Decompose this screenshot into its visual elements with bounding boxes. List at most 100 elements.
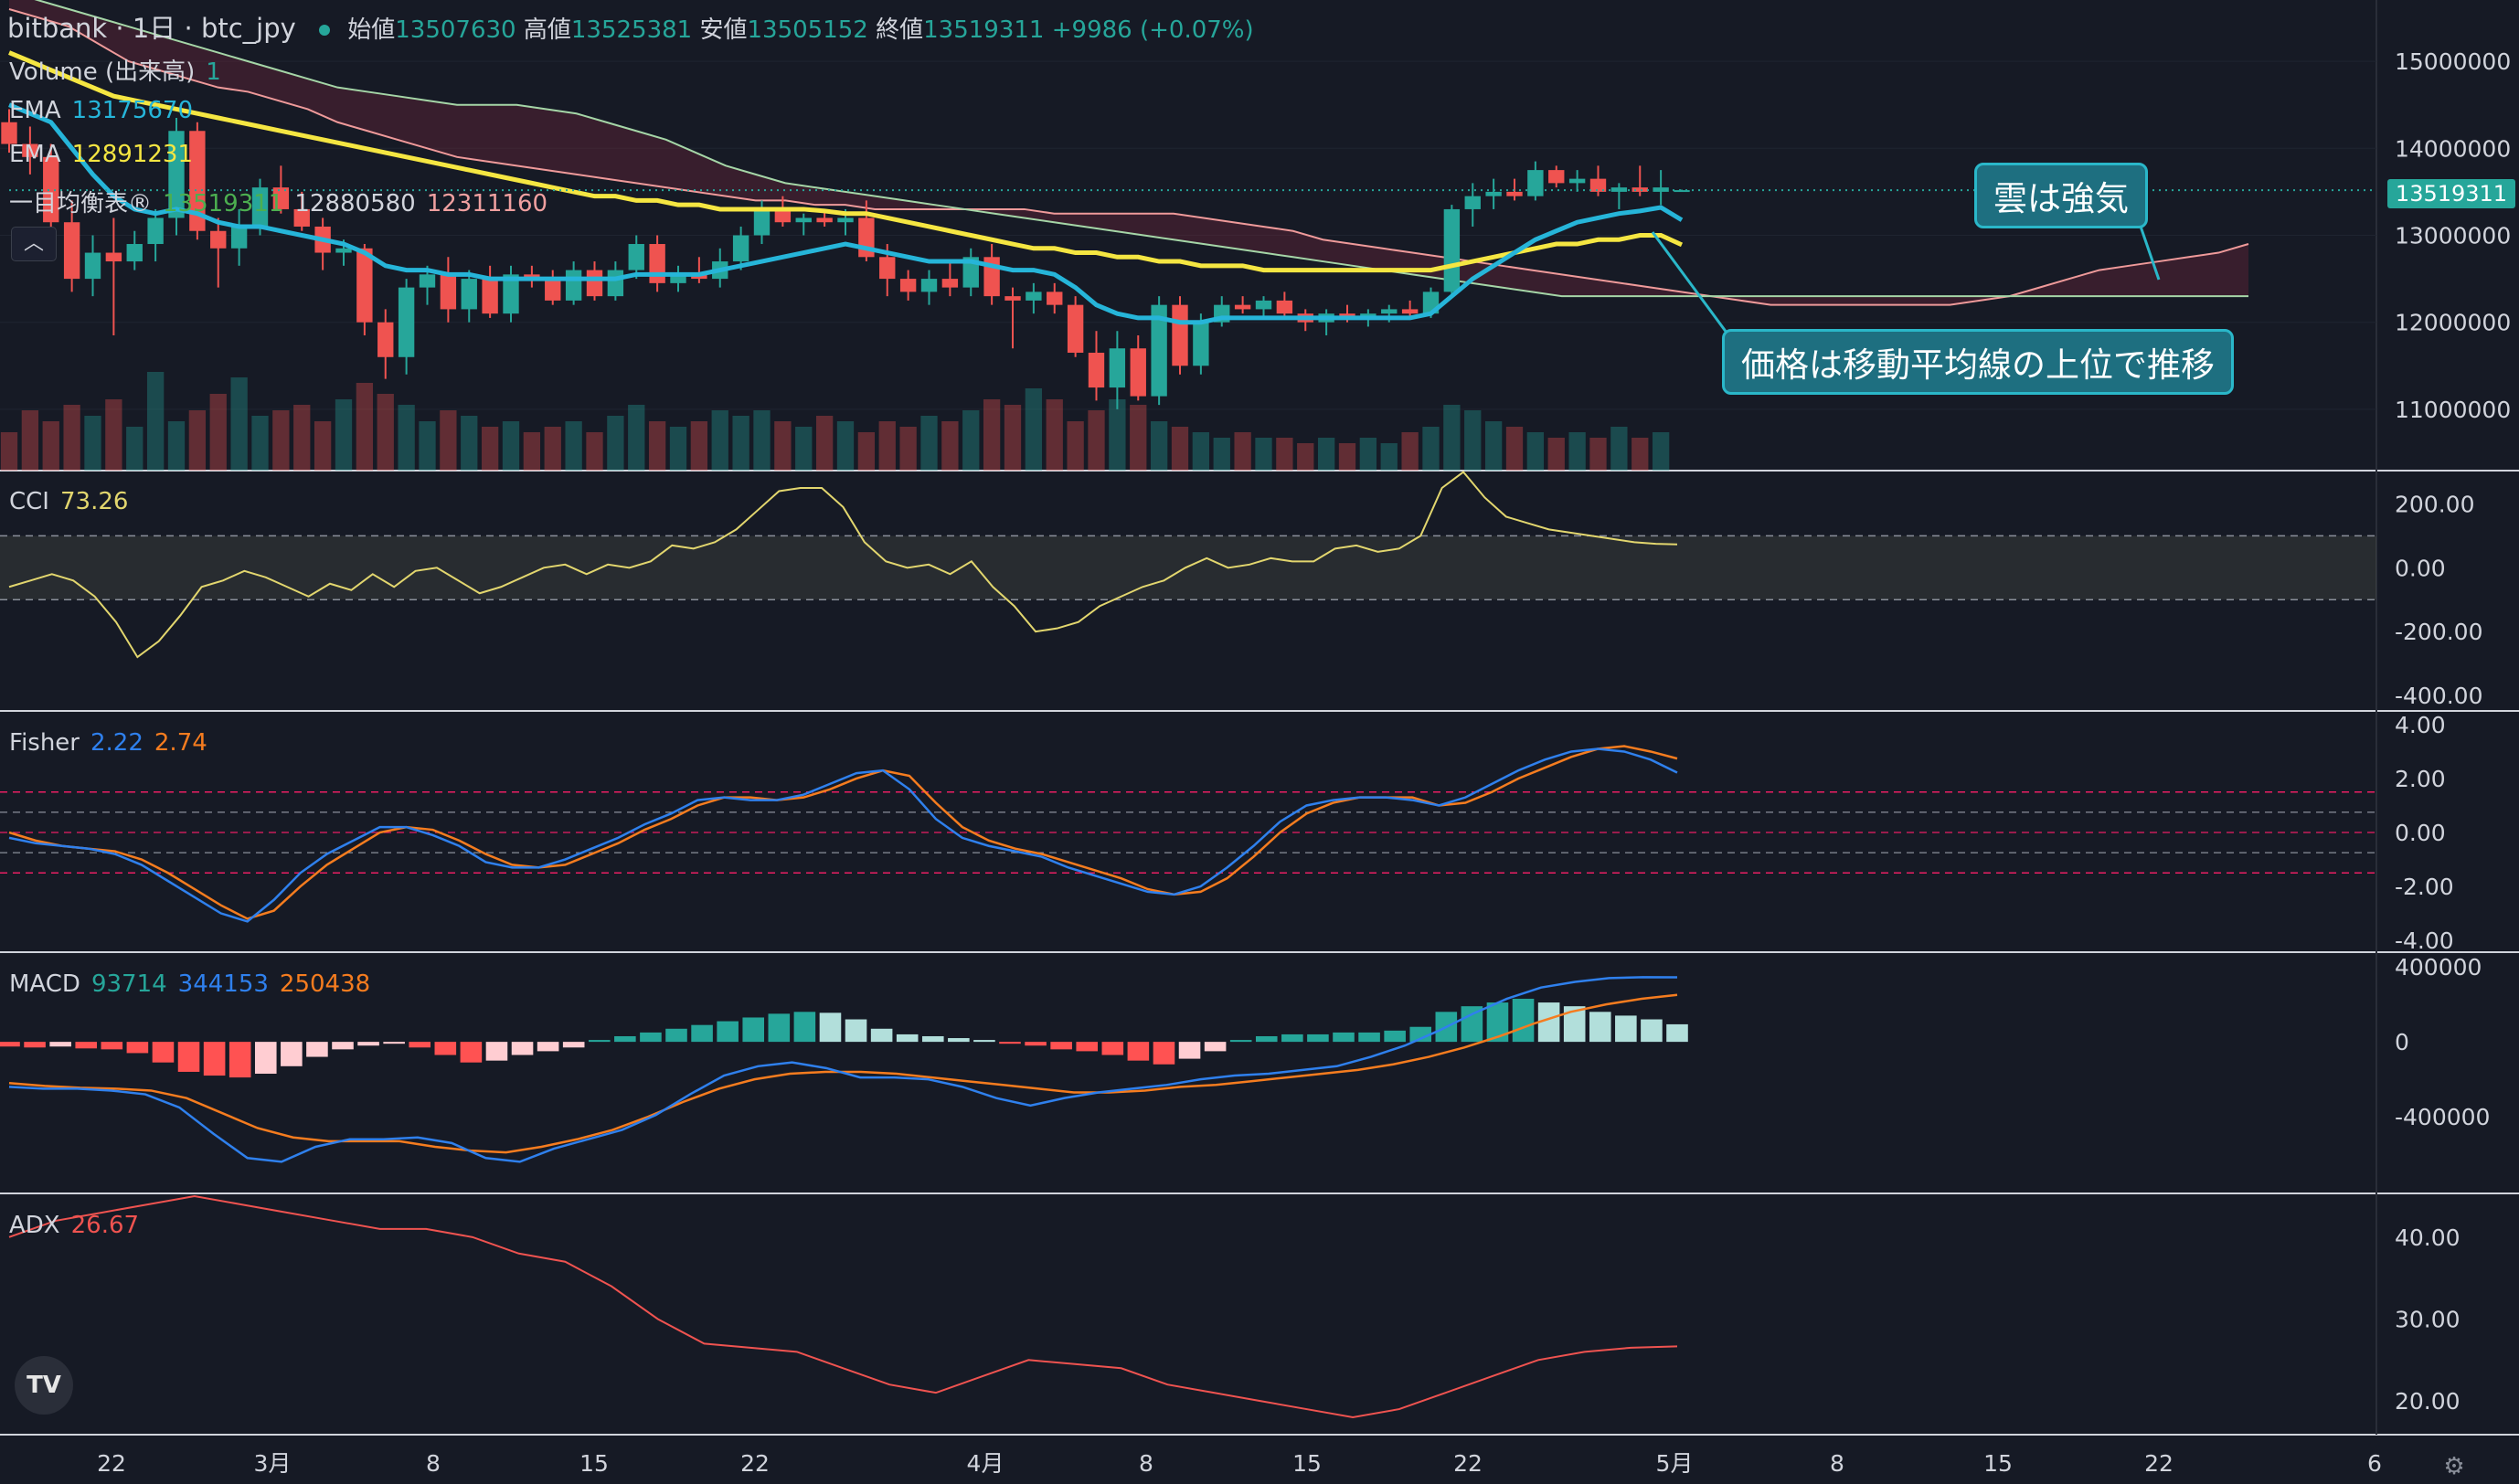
volume-bar xyxy=(607,416,624,471)
volume-bar xyxy=(1505,427,1524,471)
candle-body xyxy=(1088,353,1105,388)
adx-tick-label: 30.00 xyxy=(2395,1306,2461,1332)
cci-legend[interactable]: CCI 73.26 xyxy=(9,488,129,515)
ema-slow-legend[interactable]: EMA 12891231 xyxy=(9,141,193,168)
volume-bar xyxy=(230,377,248,471)
volume-bar xyxy=(795,427,813,471)
fisher-trigger-line xyxy=(8,745,1678,920)
volume-bar xyxy=(1610,427,1628,471)
fisher-legend[interactable]: Fisher 2.22 2.74 xyxy=(9,729,207,757)
macd-histogram-bar xyxy=(742,1017,765,1043)
macd-histogram-bar xyxy=(203,1042,226,1076)
volume-bar xyxy=(126,427,143,471)
macd-histogram-bar xyxy=(768,1013,791,1043)
settings-gear-icon[interactable]: ⚙ xyxy=(2443,1453,2465,1480)
candle-body xyxy=(22,143,38,157)
macd-histogram-bar xyxy=(537,1042,559,1052)
volume-bar xyxy=(1401,432,1419,471)
candle-body xyxy=(126,244,143,262)
candle-body xyxy=(1568,178,1586,184)
tradingview-logo[interactable]: TV xyxy=(15,1356,73,1415)
collapse-legend-button[interactable]: ︿ xyxy=(11,227,57,261)
macd-histogram-bar xyxy=(1512,998,1535,1043)
candle-body xyxy=(1067,304,1084,354)
candle-body xyxy=(1506,191,1523,196)
macd-histogram-bar xyxy=(383,1042,405,1044)
volume-bar xyxy=(899,427,917,471)
macd-legend[interactable]: MACD 93714 344153 250438 xyxy=(9,970,371,998)
volume-bar xyxy=(1234,432,1251,471)
macd-histogram-bar xyxy=(973,1040,995,1043)
macd-histogram-bar xyxy=(409,1042,431,1048)
candle-body xyxy=(795,217,812,223)
volume-bar xyxy=(502,421,520,471)
candle-body xyxy=(941,279,959,288)
time-tick-label: 6 xyxy=(2367,1450,2382,1477)
candle-body xyxy=(43,156,59,223)
macd-histogram-bar xyxy=(1307,1034,1329,1043)
volume-bar xyxy=(1317,438,1335,471)
macd-histogram-bar xyxy=(75,1042,98,1049)
volume-bar xyxy=(251,416,269,471)
indicator-lines xyxy=(8,50,2376,337)
candle-body xyxy=(1485,191,1502,196)
ichimoku-legend[interactable]: 一目均衡表® 13519311 12880580 12311160 xyxy=(9,190,548,217)
volume-legend[interactable]: Volume (出来高) 1 xyxy=(9,58,221,86)
open-value: 13507630 xyxy=(395,16,516,44)
volume-bar xyxy=(648,421,666,471)
macd-histogram-bar xyxy=(357,1042,379,1046)
fisher-tick-label: 2.00 xyxy=(2395,766,2446,792)
cloud-callout-pointer xyxy=(2137,220,2161,281)
macd-histogram-bar xyxy=(1461,1006,1483,1043)
macd-histogram-bar xyxy=(999,1042,1021,1044)
volume-bar xyxy=(732,416,749,471)
candle-body xyxy=(774,208,792,223)
volume-bar xyxy=(1526,432,1545,471)
candle-body xyxy=(461,279,477,310)
ema-fast-line xyxy=(8,102,1684,325)
volume-bar xyxy=(272,410,290,471)
macd-histogram-bar xyxy=(1229,1040,1252,1043)
macd-histogram-bar xyxy=(1486,1002,1509,1043)
candle-body xyxy=(147,217,164,245)
volume-bar xyxy=(1422,427,1440,471)
macd-histogram-bar xyxy=(819,1012,842,1043)
ema-slow-line xyxy=(8,50,1684,273)
candle-body xyxy=(1026,292,1042,301)
candle-body xyxy=(398,287,415,357)
candle-body xyxy=(210,230,227,249)
candle-body xyxy=(335,248,352,253)
macd-histogram-bar xyxy=(1255,1035,1278,1043)
macd-histogram-bar xyxy=(1333,1032,1355,1043)
volume-bar xyxy=(314,421,332,471)
volume-bar xyxy=(1359,438,1377,471)
volume-bar xyxy=(1276,438,1293,471)
macd-histogram-bar xyxy=(948,1038,970,1043)
cci-tick-label: 200.00 xyxy=(2395,491,2474,517)
candle-body xyxy=(920,279,938,292)
macd-histogram-bar xyxy=(1127,1042,1150,1061)
candle-body xyxy=(230,226,248,249)
volume-bar xyxy=(481,427,499,471)
time-tick-label: 15 xyxy=(1983,1450,2013,1477)
time-tick-label: 22 xyxy=(740,1450,770,1477)
time-axis[interactable]: 22 3月 8 15 22 4月 8 15 22 5月 8 15 22 6 xyxy=(97,1450,2382,1477)
cloud-span-b xyxy=(34,0,2248,298)
volume-bar xyxy=(1652,432,1670,471)
candle-body xyxy=(1172,304,1188,366)
fisher-tick-label: -4.00 xyxy=(2395,928,2454,954)
ema-fast-legend[interactable]: EMA 13175670 xyxy=(9,97,193,124)
macd-histogram-bar xyxy=(1615,1015,1637,1043)
volume-bar xyxy=(377,394,394,471)
candle-body xyxy=(1443,208,1461,292)
candle-body xyxy=(816,217,833,223)
adx-legend[interactable]: ADX 26.67 xyxy=(9,1212,140,1239)
symbol-title[interactable]: bitbank · 1日 · btc_jpy xyxy=(7,13,296,44)
volume-bar xyxy=(1297,443,1314,471)
macd-histogram-bar xyxy=(896,1034,919,1043)
volume-bar xyxy=(1589,438,1607,471)
volume-bar xyxy=(0,432,18,471)
macd-histogram-bar xyxy=(1358,1032,1380,1043)
fisher-tick-label: 0.00 xyxy=(2395,820,2446,846)
